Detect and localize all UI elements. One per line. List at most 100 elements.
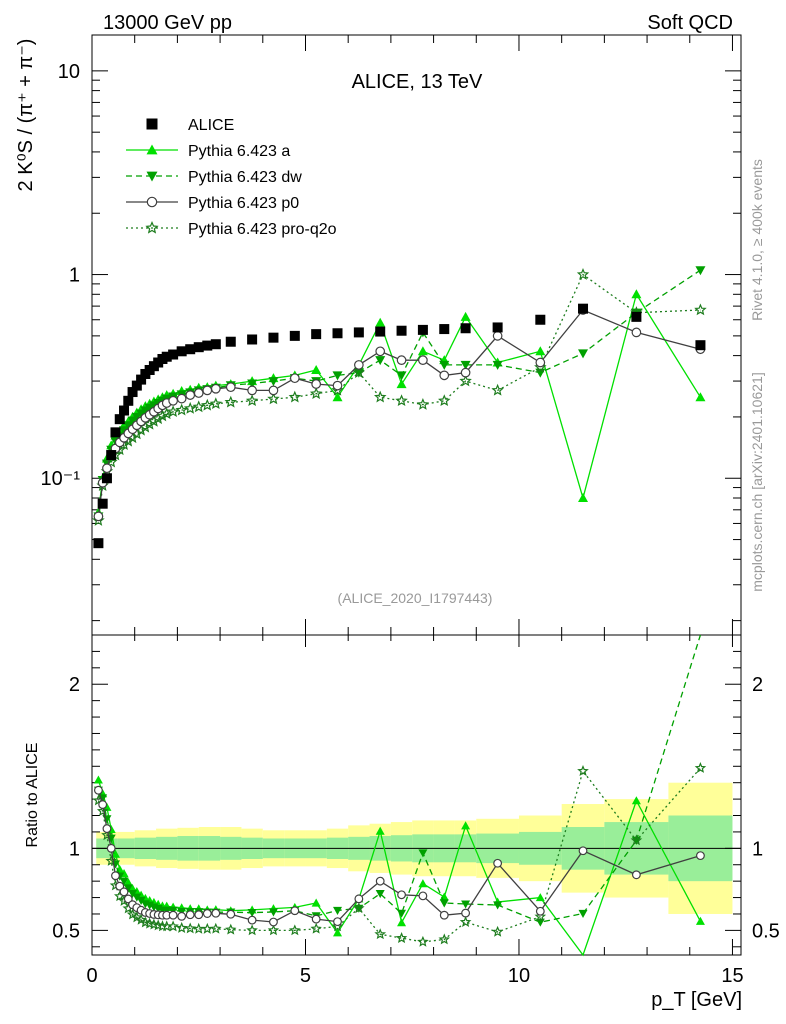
point-pythia-6-423-pro-q2o <box>192 400 205 413</box>
point-pythia-6-423-dw <box>695 266 706 276</box>
point-pythia-6-423-p0 <box>225 382 236 393</box>
point-pythia-6-423-pro-q2o <box>245 394 259 407</box>
point-pythia-6-423-pro-q2o <box>534 360 547 373</box>
ratio-point-pythia-6-423-dw <box>375 890 385 899</box>
point-alice <box>695 340 706 351</box>
ratio-point-pythia-6-423-a <box>439 892 449 901</box>
ratio-point-pythia-6-423-p0 <box>375 876 385 886</box>
ratio-point-pythia-6-423-p0 <box>439 910 449 920</box>
point-alice <box>97 498 108 509</box>
point-alice <box>578 303 589 314</box>
point-alice <box>631 311 642 322</box>
ratio-point-pythia-6-423-dw <box>493 901 503 910</box>
point-alice <box>353 327 364 338</box>
ratio-point-pythia-6-423-a <box>461 821 471 830</box>
ratio-point-pythia-6-423-pro-q2o <box>267 924 280 936</box>
point-pythia-6-423-pro-q2o <box>156 409 169 422</box>
point-pythia-6-423-dw <box>247 379 258 389</box>
point-pythia-6-423-a <box>460 311 471 321</box>
ratio-point-pythia-6-423-a <box>535 893 545 902</box>
point-pythia-6-423-dw <box>332 371 343 381</box>
point-pythia-6-423-pro-q2o <box>576 268 590 280</box>
ratio-point-pythia-6-423-p0 <box>696 851 705 861</box>
point-alice <box>168 349 179 360</box>
y-axis-label-main: 2 K⁰S / (π⁺ + π⁻) <box>15 39 37 192</box>
point-alice <box>110 427 121 438</box>
y-ratio-tick-label: 2 <box>69 674 80 696</box>
ratio-point-pythia-6-423-dw <box>333 906 343 915</box>
point-alice <box>123 395 134 406</box>
ratio-point-pythia-6-423-p0 <box>578 846 588 856</box>
ratio-point-pythia-6-423-a <box>375 826 385 835</box>
point-alice <box>289 330 300 341</box>
ratio-point-pythia-6-423-pro-q2o <box>131 911 143 923</box>
legend-marker-pythia-6-423-dw <box>146 171 158 182</box>
ratio-point-pythia-6-423-p0 <box>194 910 204 920</box>
point-pythia-6-423-pro-q2o <box>166 405 180 418</box>
point-pythia-6-423-a <box>311 364 322 374</box>
ratio-point-pythia-6-423-pro-q2o <box>491 925 504 937</box>
ratio-point-pythia-6-423-dw <box>439 899 449 908</box>
ratio-point-pythia-6-423-dw <box>132 893 142 902</box>
point-alice <box>93 538 104 549</box>
point-alice <box>535 314 546 325</box>
ratio-point-pythia-6-423-p0 <box>461 908 471 918</box>
legend-label-pythia-6-423-p0: Pythia 6.423 p0 <box>188 195 299 212</box>
point-pythia-6-423-pro-q2o <box>395 394 408 407</box>
chart-title: ALICE, 13 TeV <box>352 71 483 93</box>
ratio-point-pythia-6-423-a <box>695 916 705 925</box>
point-pythia-6-423-pro-q2o <box>438 394 451 407</box>
point-alice <box>225 336 236 347</box>
point-alice <box>492 322 503 333</box>
point-pythia-6-423-pro-q2o <box>288 390 302 403</box>
ratio-point-pythia-6-423-pro-q2o <box>289 924 301 936</box>
point-alice <box>247 334 258 345</box>
point-pythia-6-423-a <box>332 392 343 402</box>
ratio-point-pythia-6-423-p0 <box>269 917 278 927</box>
point-pythia-6-423-p0 <box>311 379 322 389</box>
ratio-point-pythia-6-423-pro-q2o <box>225 923 237 935</box>
ratio-point-pythia-6-423-pro-q2o <box>630 834 643 846</box>
ratio-point-pythia-6-423-a <box>631 796 641 805</box>
point-alice <box>268 332 279 343</box>
ratio-point-pythia-6-423-p0 <box>247 915 257 925</box>
ratio-point-pythia-6-423-dw <box>247 909 257 918</box>
ratio-plot-frame <box>91 634 742 956</box>
ratio-point-pythia-6-423-pro-q2o <box>105 854 117 866</box>
series-line-pythia-6-423-pro-q2o <box>97 273 701 521</box>
point-pythia-6-423-p0 <box>492 331 503 341</box>
point-pythia-6-423-p0 <box>168 395 178 406</box>
ratio-point-pythia-6-423-p0 <box>226 909 236 919</box>
point-pythia-6-423-p0 <box>631 327 642 338</box>
ratio-point-pythia-6-423-pro-q2o <box>534 910 547 922</box>
ratio-point-pythia-6-423-a <box>397 918 407 927</box>
point-pythia-6-423-pro-q2o <box>267 392 280 405</box>
point-alice <box>127 387 138 398</box>
ratio-point-pythia-6-423-dw <box>162 906 172 915</box>
point-alice <box>460 323 471 334</box>
point-pythia-6-423-pro-q2o <box>151 412 165 425</box>
ratio-point-pythia-6-423-dw <box>123 884 133 893</box>
header-left: 13000 GeV pp <box>103 12 232 34</box>
ratio-point-pythia-6-423-p0 <box>119 887 129 897</box>
ratio-point-pythia-6-423-pro-q2o <box>331 920 344 932</box>
ratio-point-pythia-6-423-dw <box>268 908 278 917</box>
point-alice <box>202 340 213 351</box>
point-pythia-6-423-pro-q2o <box>491 383 504 396</box>
ratio-point-pythia-6-423-pro-q2o <box>101 829 113 841</box>
point-pythia-6-423-pro-q2o <box>416 398 430 410</box>
point-pythia-6-423-p0 <box>396 355 407 366</box>
legend-label-pythia-6-423-pro-q2o: Pythia 6.423 pro-q2o <box>188 221 337 238</box>
ratio-point-pythia-6-423-pro-q2o <box>459 916 472 927</box>
point-pythia-6-423-pro-q2o <box>105 455 118 468</box>
point-pythia-6-423-p0 <box>418 355 428 366</box>
point-alice <box>119 405 130 416</box>
ratio-point-pythia-6-423-pro-q2o <box>193 922 205 934</box>
point-pythia-6-423-p0 <box>93 511 104 522</box>
point-pythia-6-423-pro-q2o <box>175 403 188 416</box>
point-pythia-6-423-dw <box>492 360 503 370</box>
point-alice <box>176 346 187 357</box>
analysis-id: (ALICE_2020_I1797443) <box>338 590 493 606</box>
point-pythia-6-423-dw <box>460 360 471 370</box>
